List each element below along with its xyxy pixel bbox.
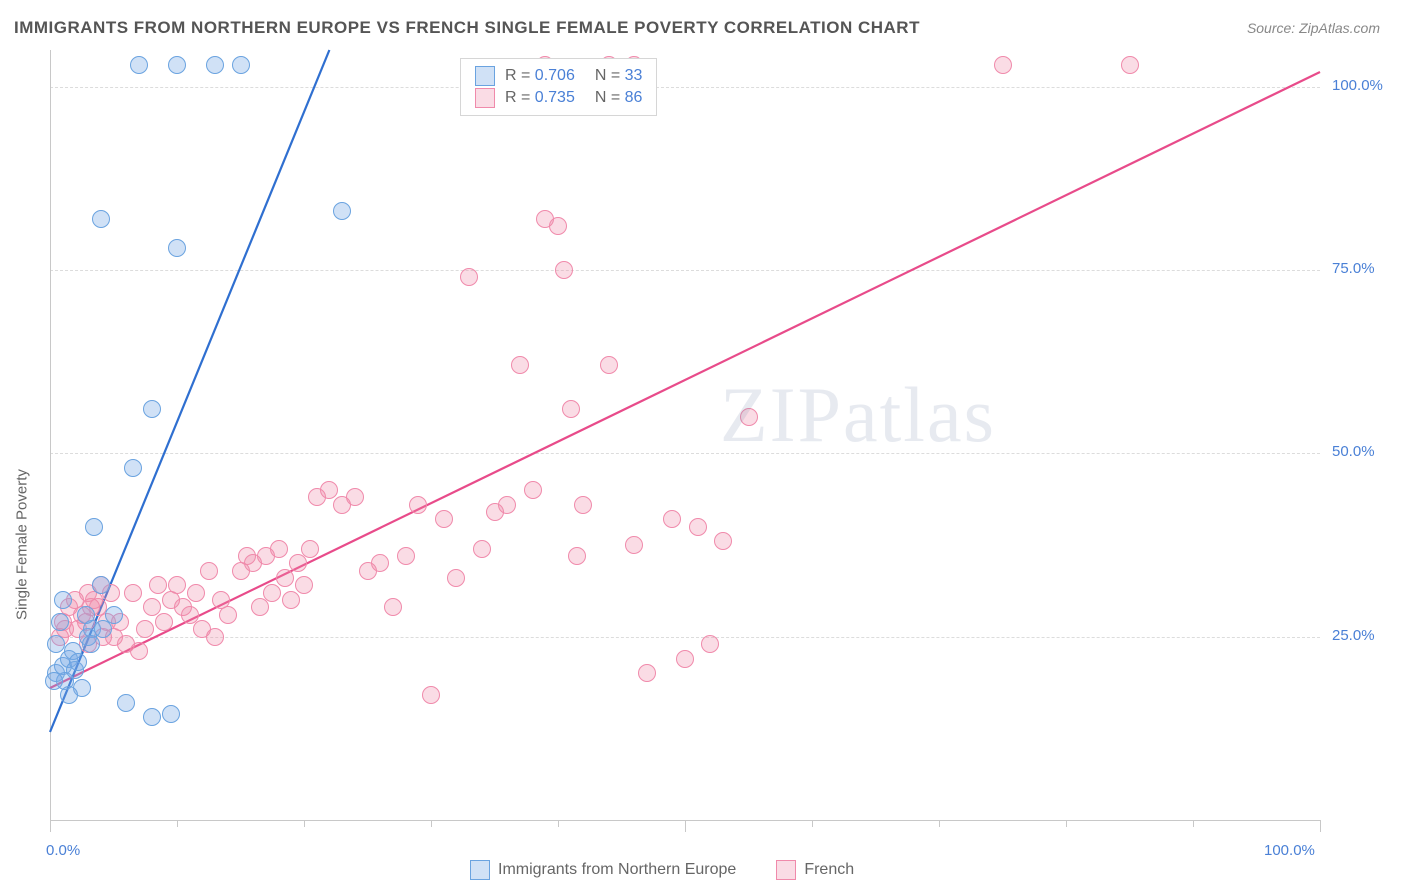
data-point-blue: [162, 705, 180, 723]
data-point-pink: [206, 628, 224, 646]
data-point-pink: [263, 584, 281, 602]
data-point-blue: [143, 708, 161, 726]
data-point-pink: [251, 598, 269, 616]
data-point-pink: [435, 510, 453, 528]
x-tick: [50, 820, 51, 832]
data-point-blue: [124, 459, 142, 477]
data-point-blue: [45, 672, 63, 690]
y-axis-label: Single Female Poverty: [14, 469, 31, 620]
legend-r-label: R = 0.735: [505, 87, 575, 109]
data-point-blue: [143, 400, 161, 418]
data-point-blue: [92, 210, 110, 228]
data-point-pink: [473, 540, 491, 558]
y-tick-label: 75.0%: [1332, 260, 1375, 277]
chart-title: IMMIGRANTS FROM NORTHERN EUROPE VS FRENC…: [14, 18, 920, 38]
legend-n-label: N = 33: [595, 65, 643, 87]
plot-area: 25.0%50.0%75.0%100.0%0.0%100.0%: [50, 50, 1320, 820]
data-point-pink: [562, 400, 580, 418]
legend-n-blue: 33: [625, 67, 643, 84]
legend-series: Immigrants from Northern Europe French: [470, 860, 854, 880]
x-tick: [1320, 820, 1321, 832]
data-point-blue: [168, 56, 186, 74]
y-tick-label: 25.0%: [1332, 627, 1375, 644]
legend-label-blue: Immigrants from Northern Europe: [498, 861, 736, 879]
data-point-pink: [276, 569, 294, 587]
legend-correlation: R = 0.706 N = 33 R = 0.735 N = 86: [460, 58, 657, 116]
legend-row-blue: R = 0.706 N = 33: [475, 65, 642, 87]
data-point-pink: [994, 56, 1012, 74]
chart-container: { "title": "IMMIGRANTS FROM NORTHERN EUR…: [0, 0, 1406, 892]
data-point-pink: [187, 584, 205, 602]
x-tick: [558, 820, 559, 827]
source-label: Source: ZipAtlas.com: [1247, 20, 1380, 36]
data-point-pink: [397, 547, 415, 565]
legend-n-label: N = 86: [595, 87, 643, 109]
trend-lines: [50, 50, 1320, 820]
legend-item-blue: Immigrants from Northern Europe: [470, 860, 736, 880]
data-point-pink: [409, 496, 427, 514]
data-point-blue: [232, 56, 250, 74]
data-point-pink: [301, 540, 319, 558]
data-point-pink: [498, 496, 516, 514]
data-point-blue: [130, 56, 148, 74]
x-tick: [685, 820, 686, 832]
x-tick-label: 0.0%: [46, 842, 80, 859]
x-tick: [431, 820, 432, 827]
data-point-pink: [289, 554, 307, 572]
data-point-pink: [740, 408, 758, 426]
y-tick-label: 50.0%: [1332, 443, 1375, 460]
data-point-pink: [549, 217, 567, 235]
data-point-pink: [524, 481, 542, 499]
data-point-blue: [117, 694, 135, 712]
legend-n-pink: 86: [625, 89, 643, 106]
y-tick-label: 100.0%: [1332, 77, 1383, 94]
trend-line-pink: [50, 72, 1320, 688]
data-point-blue: [82, 635, 100, 653]
data-point-pink: [200, 562, 218, 580]
x-tick: [812, 820, 813, 827]
x-tick: [304, 820, 305, 827]
legend-label-pink: French: [804, 861, 854, 879]
swatch-blue-icon: [470, 860, 490, 880]
swatch-pink-icon: [475, 88, 495, 108]
legend-item-pink: French: [776, 860, 854, 880]
x-tick: [939, 820, 940, 827]
data-point-blue: [168, 239, 186, 257]
x-tick: [1066, 820, 1067, 827]
data-point-blue: [206, 56, 224, 74]
x-tick-label: 100.0%: [1264, 842, 1315, 859]
legend-r-blue: 0.706: [535, 67, 575, 84]
swatch-blue-icon: [475, 66, 495, 86]
swatch-pink-icon: [776, 860, 796, 880]
data-point-blue: [77, 606, 95, 624]
data-point-pink: [574, 496, 592, 514]
data-point-pink: [1121, 56, 1139, 74]
data-point-pink: [689, 518, 707, 536]
legend-row-pink: R = 0.735 N = 86: [475, 87, 642, 109]
data-point-blue: [54, 591, 72, 609]
data-point-pink: [124, 584, 142, 602]
data-point-pink: [270, 540, 288, 558]
legend-r-label: R = 0.706: [505, 65, 575, 87]
data-point-blue: [85, 518, 103, 536]
x-tick: [1193, 820, 1194, 827]
legend-r-pink: 0.735: [535, 89, 575, 106]
data-point-pink: [568, 547, 586, 565]
data-point-pink: [676, 650, 694, 668]
x-tick: [177, 820, 178, 827]
